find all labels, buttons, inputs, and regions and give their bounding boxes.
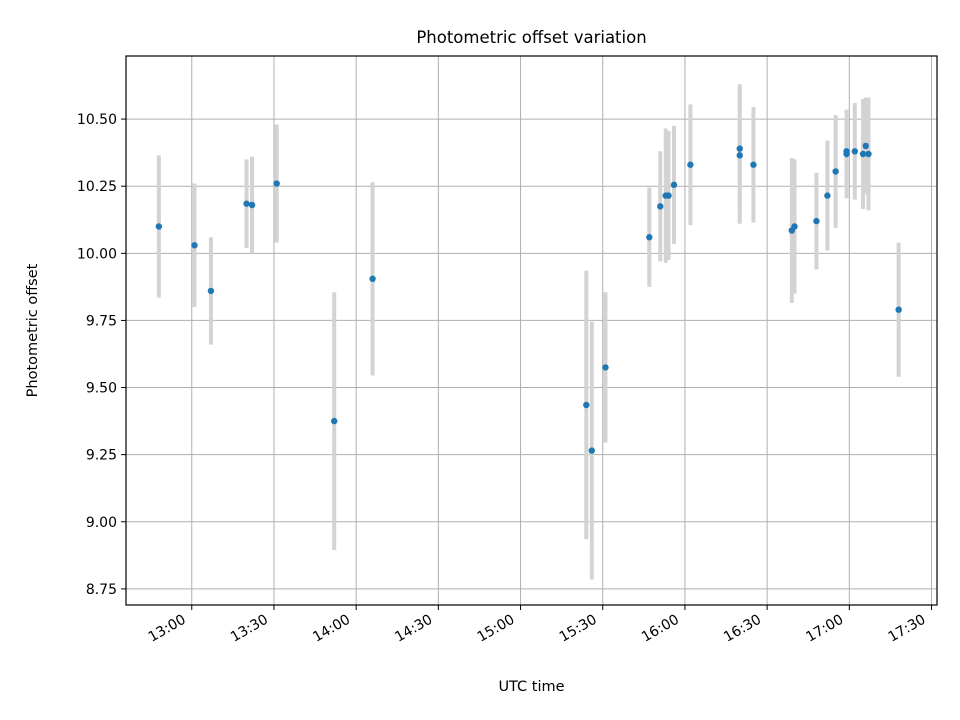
data-point (588, 447, 595, 454)
data-point (331, 417, 338, 425)
y-tick-label: 10.25 (77, 179, 117, 195)
data-point (670, 181, 678, 189)
x-tick-label: 14:30 (392, 612, 435, 646)
x-tick-label: 15:00 (475, 612, 518, 646)
data-point (865, 150, 872, 158)
data-point (687, 161, 694, 168)
data-point (646, 234, 653, 241)
x-axis-ticks: 13:00 13:30 14:00 14:30 15:00 15:30 16:00 16:30… (146, 605, 933, 646)
data-point (369, 275, 376, 283)
data-point (824, 192, 831, 199)
data-point (665, 192, 672, 199)
y-tick-label: 10.00 (77, 246, 117, 262)
data-point (243, 200, 250, 207)
x-tick-label: 13:00 (146, 612, 189, 646)
plot-frame (125, 55, 938, 606)
y-tick-label: 8.75 (86, 582, 117, 598)
chart-title: Photometric offset variation (416, 28, 646, 47)
x-tick-label: 15:30 (557, 612, 600, 646)
x-tick-label: 16:00 (639, 612, 682, 646)
y-tick-label: 9.00 (86, 515, 117, 531)
data-point (583, 401, 590, 409)
data-point (859, 150, 867, 158)
data-point (750, 161, 757, 168)
y-tick-label: 9.75 (86, 313, 117, 329)
data-point (657, 203, 664, 210)
data-point (602, 364, 609, 371)
error-bars (156, 84, 901, 580)
data-point (273, 180, 280, 187)
y-tick-label: 9.50 (86, 381, 117, 397)
data-point (791, 223, 798, 230)
data-point (843, 148, 850, 155)
data-point (736, 152, 743, 159)
x-tick-label: 17:30 (886, 612, 929, 646)
data-points (155, 142, 902, 454)
grid-lines (126, 56, 937, 605)
x-tick-label: 14:00 (310, 612, 353, 646)
x-tick-label: 16:30 (721, 612, 764, 646)
y-tick-label: 9.25 (86, 448, 117, 464)
data-point (832, 168, 839, 175)
data-point (736, 145, 743, 152)
data-point (191, 242, 198, 249)
data-point (851, 148, 859, 155)
data-point (207, 287, 215, 295)
x-tick-label: 17:00 (803, 612, 846, 646)
data-point (813, 217, 820, 225)
x-tick-label: 13:30 (228, 612, 271, 646)
data-point (248, 201, 256, 209)
y-tick-label: 10.50 (77, 112, 117, 128)
y-axis-ticks: 8.75 9.00 9.25 9.50 9.75 10.00 10.25 10.50 (77, 112, 126, 598)
data-point (155, 223, 163, 230)
data-point (895, 306, 902, 313)
y-axis-label: Photometric offset (25, 263, 41, 397)
data-point (862, 142, 869, 150)
x-axis-label: UTC time (498, 679, 564, 695)
